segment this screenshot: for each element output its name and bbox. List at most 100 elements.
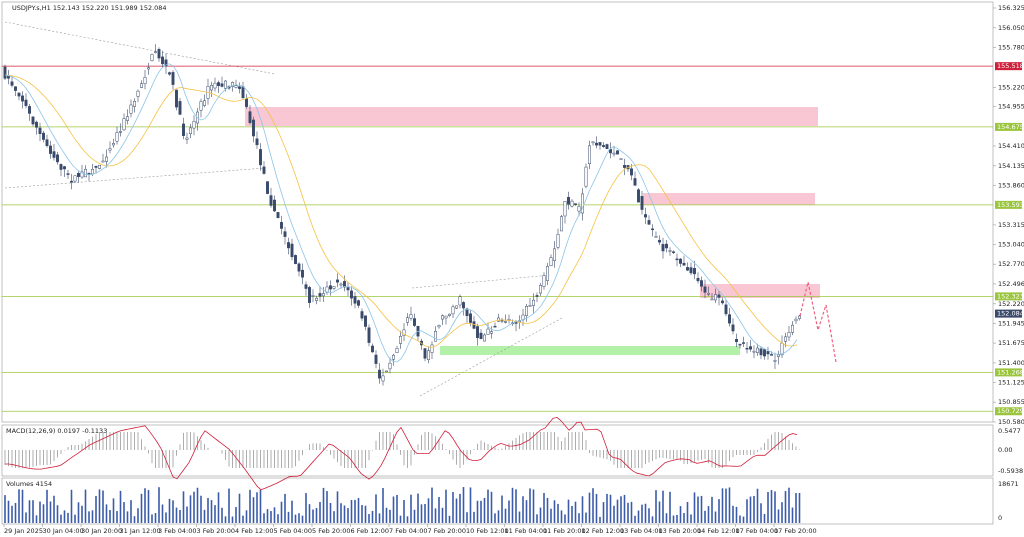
- time-label: 17 Feb 20:00: [774, 527, 817, 535]
- candle-body: [35, 121, 38, 128]
- time-label: 30 Jan 04:00: [43, 527, 84, 535]
- candle-body: [126, 116, 129, 121]
- level-label: 151.268: [997, 368, 1024, 376]
- candle-body: [602, 145, 605, 147]
- candle-body: [672, 251, 675, 253]
- candle-body: [595, 142, 598, 146]
- candle-body: [584, 166, 588, 187]
- candle-body: [315, 297, 318, 301]
- candle-body: [794, 318, 798, 322]
- price-label: 153.315: [998, 221, 1024, 229]
- candle-body: [563, 200, 567, 217]
- level-label: 152.323: [997, 292, 1024, 300]
- candle-body: [577, 206, 581, 212]
- candle-body: [605, 144, 609, 149]
- candle-body: [532, 299, 535, 306]
- macd-pane: [1, 424, 994, 477]
- candle-body: [213, 82, 217, 89]
- candle-body: [399, 335, 402, 344]
- trend-line: [4, 21, 276, 75]
- candle-body: [31, 116, 35, 125]
- candle-body: [367, 327, 371, 343]
- main-pane: [1, 1, 994, 423]
- candle-body: [651, 228, 654, 231]
- trend-line: [411, 274, 551, 289]
- price-label: 152.220: [998, 300, 1024, 308]
- candle-body: [371, 345, 374, 353]
- candle-body: [406, 317, 409, 323]
- candle-body: [3, 66, 7, 79]
- candle-body: [413, 318, 416, 326]
- candle-body: [259, 149, 262, 166]
- candle-body: [612, 152, 616, 155]
- candle-body: [427, 350, 430, 360]
- candle-body: [448, 313, 451, 316]
- time-label: 4 Feb 12:00: [235, 527, 274, 535]
- candle-body: [266, 181, 269, 194]
- candle-body: [486, 328, 490, 335]
- time-label: 6 Feb 12:00: [351, 527, 390, 535]
- candle-body: [546, 266, 549, 281]
- trend-line: [4, 167, 266, 189]
- candle-body: [752, 350, 756, 353]
- candle-body: [430, 344, 434, 353]
- candle-body: [238, 86, 241, 89]
- candle-body: [77, 173, 80, 177]
- candle-body: [59, 164, 63, 170]
- candle-body: [476, 326, 479, 338]
- candle-body: [756, 347, 759, 353]
- candle-body: [640, 196, 644, 210]
- candle-body: [185, 137, 189, 140]
- candle-body: [675, 258, 679, 261]
- supply-zone: [643, 193, 815, 205]
- candle-body: [735, 339, 738, 343]
- candle-body: [637, 189, 640, 203]
- candle-body: [374, 354, 378, 364]
- time-label: 11 Feb 04:00: [505, 527, 548, 535]
- zones: [4, 21, 837, 397]
- candle-body: [171, 72, 175, 85]
- candle-body: [175, 89, 178, 108]
- candle-body: [87, 172, 91, 175]
- candle-body: [308, 287, 311, 303]
- candle-body: [588, 145, 591, 164]
- candle-body: [693, 268, 696, 275]
- candle-body: [178, 101, 182, 115]
- candle-body: [17, 92, 21, 97]
- candle-body: [682, 262, 686, 266]
- candle-body: [70, 180, 73, 183]
- time-label: 11 Feb 20:00: [543, 527, 586, 535]
- candle-body: [66, 173, 70, 175]
- candle-body: [276, 212, 280, 219]
- price-label: 156.325: [998, 4, 1024, 12]
- candle-body: [45, 139, 49, 147]
- candle-body: [161, 56, 164, 65]
- candle-body: [749, 346, 752, 350]
- time-label: 13 Feb 20:00: [659, 527, 702, 535]
- candle-body: [791, 324, 794, 333]
- level-tag: [995, 368, 1022, 377]
- candle-body: [80, 171, 84, 178]
- candle-body: [745, 347, 749, 350]
- candle-body: [343, 281, 346, 288]
- macd-signal: [5, 416, 798, 491]
- candle-body: [504, 321, 507, 323]
- macd-axis-label: -0.5938: [998, 467, 1023, 475]
- candle-body: [441, 315, 444, 320]
- candle-body: [556, 234, 560, 248]
- volumes-label: Volumes 4154: [6, 480, 52, 488]
- candle-body: [63, 166, 66, 170]
- candle-body: [714, 294, 717, 301]
- candle-body: [280, 222, 283, 229]
- price-label: 151.400: [998, 359, 1024, 367]
- price-tag: [995, 309, 1022, 318]
- candle-body: [42, 132, 45, 140]
- candle-body: [73, 175, 77, 182]
- candle-body: [444, 315, 448, 319]
- candle-body: [353, 296, 357, 304]
- candles: [3, 44, 801, 386]
- candle-body: [686, 267, 689, 271]
- candle-body: [703, 286, 707, 293]
